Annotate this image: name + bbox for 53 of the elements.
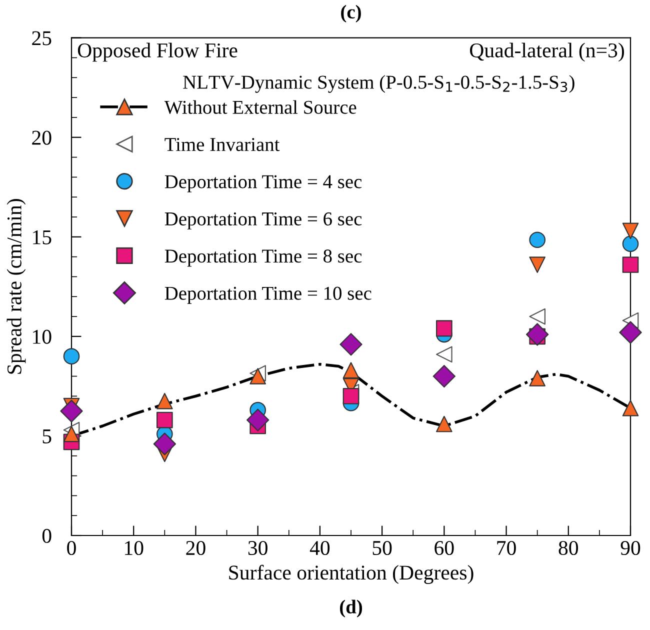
point [63,348,80,364]
point [60,400,83,422]
y-tick-label: 10 [33,330,52,344]
x-tick-label: 50 [372,540,392,556]
point [156,392,173,410]
annotation: NLTV-Dynamic System (P-0.5-S$_{1}$-0.5-S$_{2}$-1.5-S$_{3}$) [183,75,574,93]
x-tick-label: 20 [186,540,206,556]
point [529,256,546,273]
x-tick-label: 60 [434,540,454,556]
point [342,362,360,378]
point [63,426,80,442]
point [529,232,546,248]
y-tick-label: 0 [42,528,52,543]
x-tick-label: 10 [125,540,144,556]
x-axis-title: Surface orientation (Degrees) [229,564,474,584]
point [153,432,176,456]
x-tick-label: 40 [310,540,330,556]
text: (d) [340,600,362,618]
chart-title: (c) [341,4,361,22]
y-tick-label: 20 [32,130,52,145]
point [432,364,456,388]
x-tick-label: 30 [248,540,268,556]
y-tick-label: 25 [32,31,52,46]
legend-label: Deportation Time = 4 sec [164,175,362,192]
point [622,222,639,240]
point [156,412,173,428]
point [436,346,452,362]
point [246,408,270,432]
point [250,368,266,384]
x-tick-label: 90 [620,540,640,556]
legend-label: Deportation Time = 8 sec [164,250,362,267]
annotation: Opposed Flow Fire [78,42,238,62]
x-tick-label: 70 [497,540,516,556]
y-axis-title: Spread rate (cm/min) [6,199,26,374]
x-tick-label: 80 [558,540,578,556]
legend-label: Deportation Time = 10 sec [164,286,372,304]
legend-label: Without External Source [164,100,356,114]
y-tick-label: 5 [42,430,52,444]
point [622,400,639,416]
point [529,370,546,386]
point [526,323,549,346]
legend-label: Time Invariant [164,138,280,152]
point [340,333,362,356]
point [622,236,639,252]
point [342,388,360,404]
annotation: Quad-lateral (n=3) [470,42,624,62]
x-tick-label: 0 [67,540,76,556]
point [436,416,452,432]
legend-label: Deportation Time = 6 sec [164,212,362,230]
point [619,321,642,344]
point [622,256,639,273]
point [529,308,546,325]
y-tick-label: 15 [33,230,52,244]
